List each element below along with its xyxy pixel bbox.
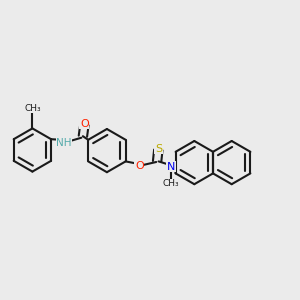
- Text: S: S: [155, 144, 162, 154]
- Text: CH₃: CH₃: [163, 179, 179, 188]
- Text: NH: NH: [56, 138, 72, 148]
- Text: O: O: [80, 118, 89, 129]
- Text: CH₃: CH₃: [24, 103, 41, 112]
- Text: O: O: [135, 161, 144, 171]
- Text: N: N: [167, 161, 175, 172]
